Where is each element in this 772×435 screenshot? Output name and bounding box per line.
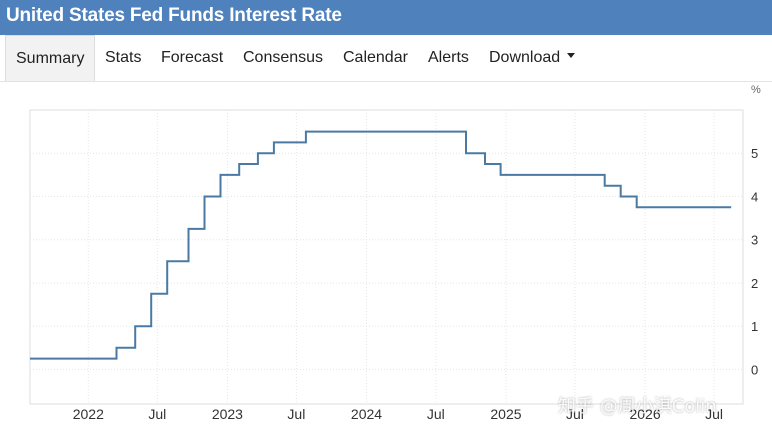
tab-consensus[interactable]: Consensus xyxy=(243,49,324,66)
y-tick-label: 2 xyxy=(751,276,758,291)
chevron-down-icon xyxy=(567,53,576,59)
y-tick-label: 5 xyxy=(751,146,758,161)
y-tick-label: 0 xyxy=(751,362,758,377)
tab-stats[interactable]: Stats xyxy=(105,49,142,66)
page-title: United States Fed Funds Interest Rate xyxy=(6,5,342,26)
tab-bar: Summary Stats Forecast Consensus Calenda… xyxy=(0,35,772,82)
y-tick-label: 3 xyxy=(751,233,758,248)
x-tick-label: Jul xyxy=(427,406,445,422)
fed-funds-rate-line xyxy=(30,130,732,360)
tab-alerts[interactable]: Alerts xyxy=(428,49,469,66)
y-tick-label: 1 xyxy=(751,319,758,334)
rate-chart: 0 1 2 3 4 5% 2022 Jul 2023 Jul 2024 Jul 2025 Jul 2026 J… xyxy=(29,84,761,422)
x-tick-label: 2026 xyxy=(629,406,660,422)
tab-download-label: Download xyxy=(489,49,561,66)
title-bar: United States Fed Funds Interest Rate xyxy=(0,0,772,35)
x-tick-label: 2023 xyxy=(212,406,243,422)
y-unit-label: % xyxy=(751,84,761,96)
tab-download[interactable]: Download xyxy=(489,35,576,80)
tab-calendar[interactable]: Calendar xyxy=(343,49,408,66)
tab-summary[interactable]: Summary xyxy=(5,35,96,81)
x-tick-label: Jul xyxy=(566,406,584,422)
x-tick-label: Jul xyxy=(148,406,166,422)
x-tick-label: Jul xyxy=(287,406,305,422)
x-tick-label: 2025 xyxy=(490,406,521,422)
plot-frame xyxy=(29,109,744,405)
x-tick-label: 2024 xyxy=(351,406,382,422)
x-tick-label: 2022 xyxy=(73,406,104,422)
y-tick-label: 4 xyxy=(751,189,758,204)
x-tick-label: Jul xyxy=(705,406,723,422)
watermark: 知乎 @周小淇Colin xyxy=(558,396,717,417)
tab-forecast[interactable]: Forecast xyxy=(161,49,224,66)
